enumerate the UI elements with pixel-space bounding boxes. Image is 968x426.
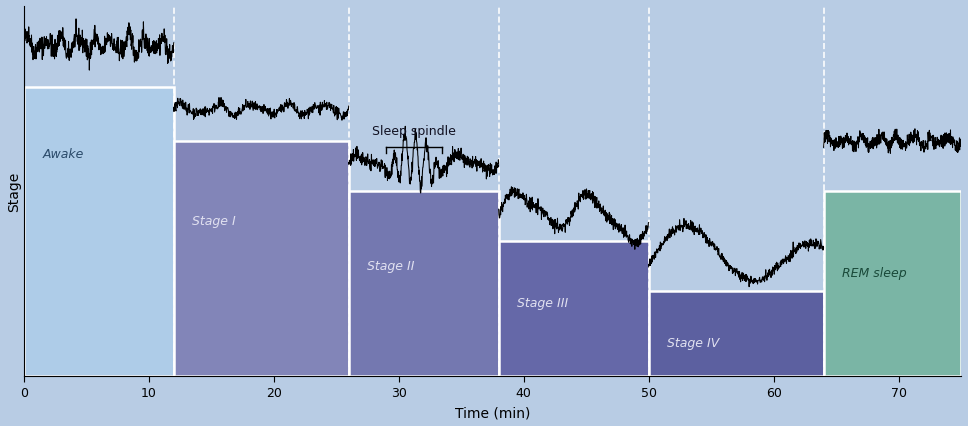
Text: Stage I: Stage I bbox=[193, 215, 236, 227]
Bar bbox=[24, 88, 173, 376]
Text: Stage IV: Stage IV bbox=[667, 337, 719, 349]
Bar bbox=[348, 192, 499, 376]
Text: Stage II: Stage II bbox=[368, 259, 415, 272]
Text: REM sleep: REM sleep bbox=[842, 266, 907, 279]
Bar bbox=[649, 291, 824, 376]
Text: Awake: Awake bbox=[43, 148, 84, 161]
Text: Stage III: Stage III bbox=[517, 296, 568, 309]
Bar bbox=[173, 142, 348, 376]
Text: Sleep spindle: Sleep spindle bbox=[373, 125, 456, 138]
Bar bbox=[499, 242, 649, 376]
X-axis label: Time (min): Time (min) bbox=[455, 405, 530, 419]
Bar bbox=[824, 192, 961, 376]
Y-axis label: Stage: Stage bbox=[7, 172, 21, 212]
